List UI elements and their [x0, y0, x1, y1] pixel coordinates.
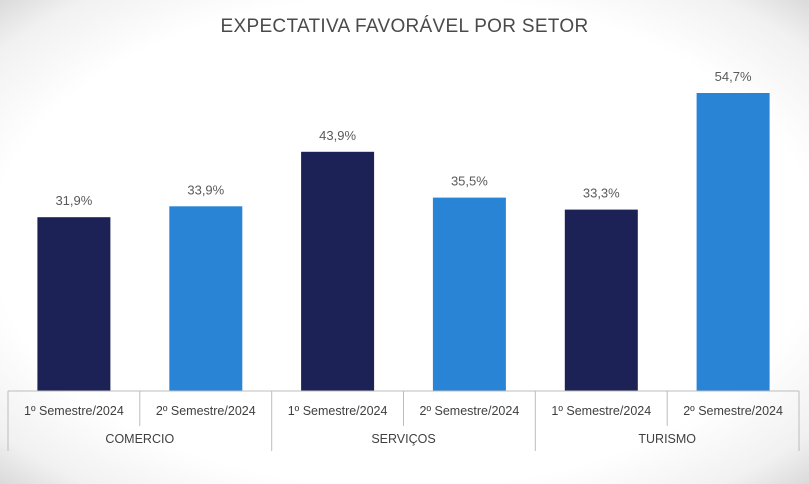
category-tick-label: 2º Semestre/2024: [683, 404, 783, 418]
bar: [564, 209, 638, 391]
bar-value-label: 35,5%: [451, 174, 488, 189]
bar-value-label: 54,7%: [715, 69, 752, 84]
bar-value-label: 33,3%: [583, 186, 620, 201]
bar: [432, 197, 506, 391]
bar-value-label: 33,9%: [187, 182, 224, 197]
bar: [301, 151, 375, 391]
bar: [37, 217, 111, 391]
category-tick-label: 1º Semestre/2024: [551, 404, 651, 418]
group-label: COMERCIO: [105, 432, 174, 446]
category-tick-label: 1º Semestre/2024: [24, 404, 124, 418]
bar-value-label: 43,9%: [319, 128, 356, 143]
group-label: SERVIÇOS: [371, 432, 435, 446]
bar-value-label: 31,9%: [55, 193, 92, 208]
group-label: TURISMO: [638, 432, 696, 446]
chart-title: EXPECTATIVA FAVORÁVEL POR SETOR: [220, 16, 589, 37]
category-tick-label: 2º Semestre/2024: [156, 404, 256, 418]
bar: [696, 93, 770, 391]
category-tick-label: 2º Semestre/2024: [420, 404, 520, 418]
category-tick-label: 1º Semestre/2024: [288, 404, 388, 418]
bar: [169, 206, 243, 391]
